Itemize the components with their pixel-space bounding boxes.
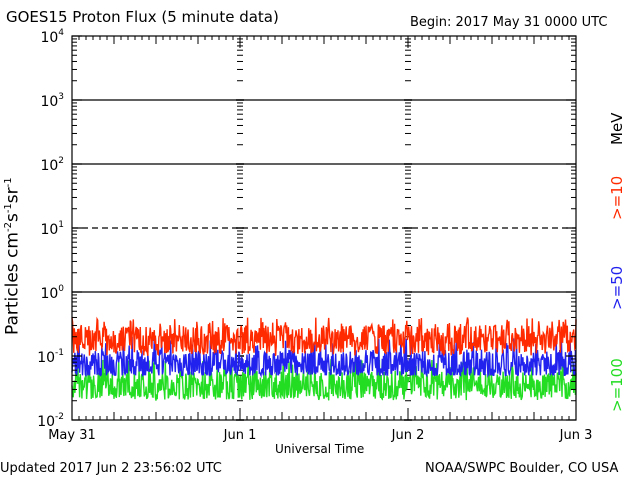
series-line xyxy=(71,316,577,357)
x-tick-label: Jun 2 xyxy=(391,428,425,443)
x-tick-label: Jun 3 xyxy=(559,428,593,443)
series-line xyxy=(71,359,577,401)
y-tick-label: 103 xyxy=(40,92,64,110)
y-tick-label: 102 xyxy=(40,156,64,174)
credit-text: NOAA/SWPC Boulder, CO USA xyxy=(425,461,619,476)
y-tick-label: 101 xyxy=(40,220,64,238)
chart-title: GOES15 Proton Flux (5 minute data) xyxy=(6,8,279,26)
y-tick-label: 100 xyxy=(40,284,64,302)
updated-timestamp: Updated 2017 Jun 2 23:56:02 UTC xyxy=(0,461,222,476)
y-tick-label: 10-1 xyxy=(37,348,64,366)
x-tick-label: Jun 1 xyxy=(223,428,257,443)
series-line xyxy=(71,336,577,379)
begin-time: Begin: 2017 May 31 0000 UTC xyxy=(410,15,608,30)
x-axis-title: Universal Time xyxy=(275,442,365,456)
x-tick-label: May 31 xyxy=(48,428,96,443)
y-tick-label: 104 xyxy=(40,28,64,46)
